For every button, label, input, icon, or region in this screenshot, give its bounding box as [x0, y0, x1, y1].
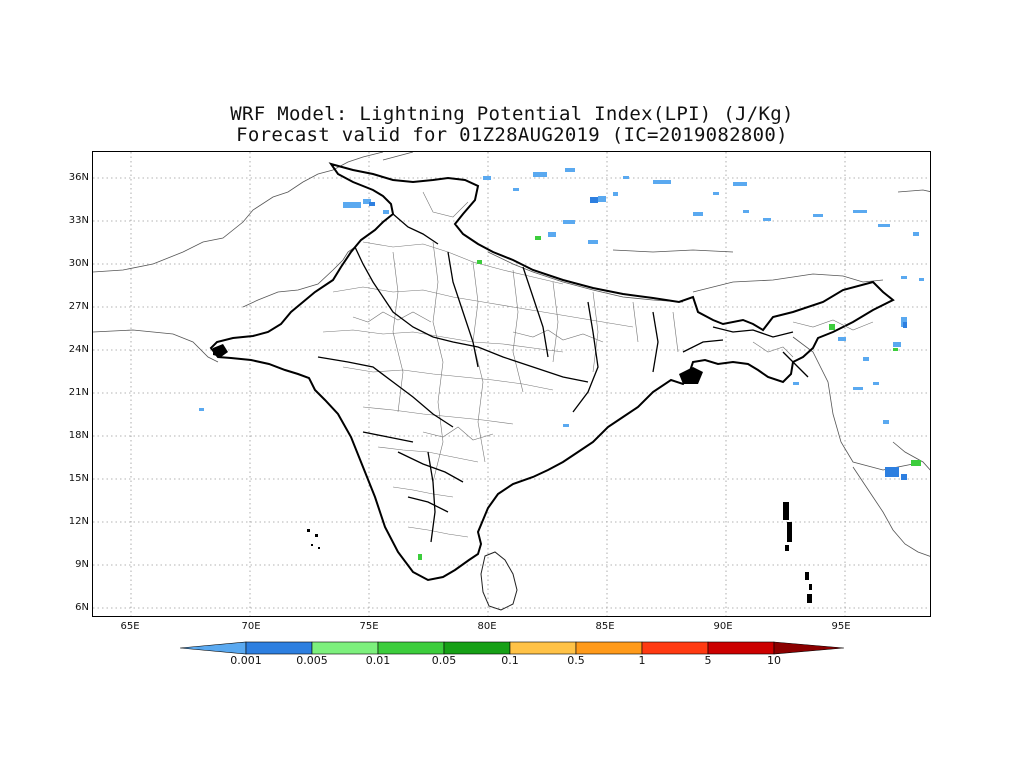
colorbar-swatch: [509, 641, 577, 655]
colorbar-label: 0.05: [431, 654, 457, 667]
colorbar-swatch: [443, 641, 511, 655]
lon-tick-label: 80E: [477, 621, 497, 632]
india-outline: [209, 162, 895, 582]
colorbar-swatch: [311, 641, 379, 655]
lat-tick-label: 6N: [75, 602, 89, 613]
lat-tick-label: 33N: [68, 215, 89, 226]
state-borders: [317, 213, 809, 543]
colorbar-label: 0.001: [230, 654, 262, 667]
lon-tick-label: 85E: [595, 621, 615, 632]
lat-tick-label: 21N: [68, 387, 89, 398]
andaman-islands: [783, 502, 812, 603]
colorbar-swatch: [245, 641, 313, 655]
colorbar-label: 5: [704, 654, 712, 667]
title-line-1: WRF Model: Lightning Potential Index(LPI…: [230, 103, 794, 125]
colorbar-label: 10: [767, 654, 781, 667]
map-title: WRF Model: Lightning Potential Index(LPI…: [0, 104, 1024, 146]
sundarbans-coast: [679, 367, 703, 384]
lat-tick-label: 9N: [75, 559, 89, 570]
colorbar-swatch: [707, 641, 775, 655]
lon-tick-label: 65E: [120, 621, 140, 632]
colorbar-swatch: [575, 641, 643, 655]
colorbar-swatch: [641, 641, 709, 655]
colorbar-label: 0.01: [365, 654, 391, 667]
title-line-2: Forecast valid for 01Z28AUG2019 (IC=2019…: [236, 124, 788, 146]
lon-tick-label: 95E: [831, 621, 851, 632]
map-panel: [92, 151, 931, 617]
colorbar-swatch: [377, 641, 445, 655]
lon-tick-label: 75E: [359, 621, 379, 632]
lat-tick-label: 12N: [68, 516, 89, 527]
district-boundaries: [322, 191, 874, 538]
lon-tick-label: 90E: [713, 621, 733, 632]
colorbar-label: 0.005: [296, 654, 328, 667]
lat-tick-label: 27N: [68, 301, 89, 312]
lpi-patches-dark: [369, 197, 907, 480]
lat-tick-label: 18N: [68, 430, 89, 441]
sri-lanka-outline: [480, 551, 518, 611]
lat-tick-label: 36N: [68, 172, 89, 183]
lat-tick-label: 24N: [68, 344, 89, 355]
lat-tick-label: 15N: [68, 473, 89, 484]
lakshadweep-islands: [307, 529, 320, 549]
colorbar: [180, 641, 845, 655]
lat-tick-label: 30N: [68, 258, 89, 269]
colorbar-label: 0.1: [501, 654, 519, 667]
map-canvas: [93, 152, 930, 616]
lpi-patches-green: [418, 236, 921, 560]
grid-lines: [93, 152, 930, 616]
colorbar-arrow-low: [180, 641, 247, 655]
lon-tick-label: 70E: [241, 621, 261, 632]
colorbar-label: 0.5: [567, 654, 585, 667]
colorbar-arrow-high: [773, 641, 845, 655]
colorbar-label: 1: [638, 654, 646, 667]
kutch-coast: [213, 344, 228, 357]
